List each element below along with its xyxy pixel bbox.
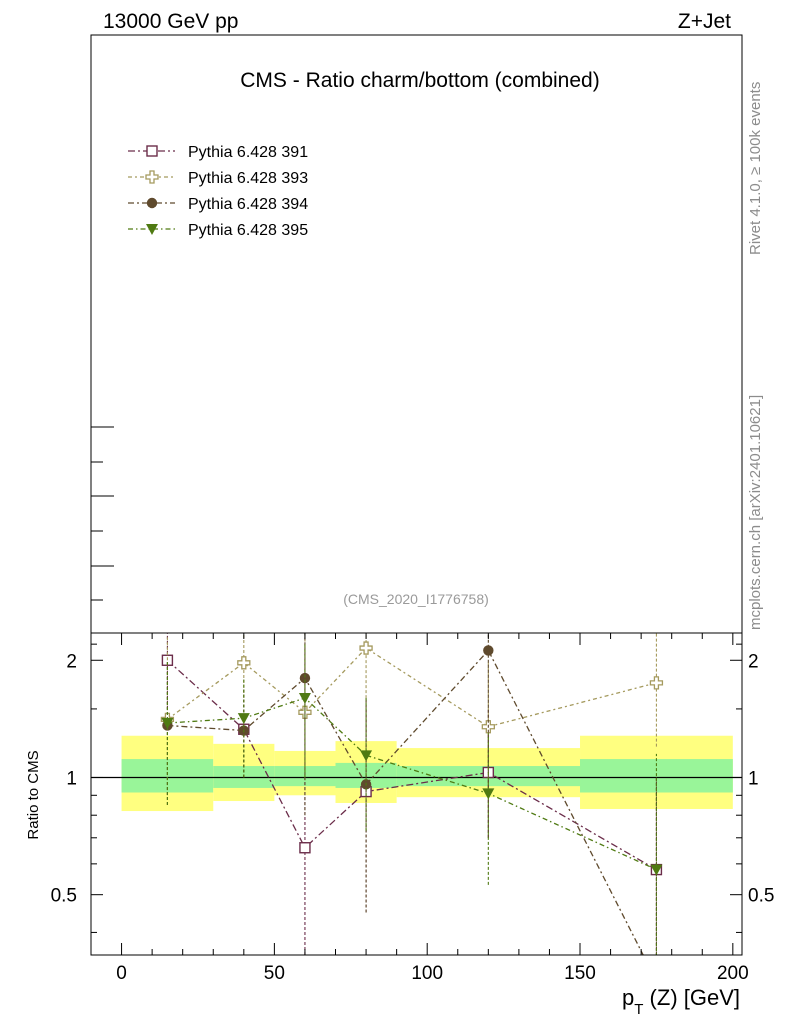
data-point [161, 718, 174, 730]
data-point [360, 750, 373, 762]
mcplots-label: mcplots.cern.ch [arXiv:2401.10621] [747, 395, 764, 630]
legend-item-3: Pythia 6.428 394 [128, 196, 308, 213]
header-energy-label: 13000 GeV pp [103, 10, 238, 33]
series-line [166, 659, 657, 871]
main-panel-frame [90, 34, 743, 634]
y-tick-label: 0.5 [51, 886, 77, 907]
legend-marker [146, 197, 158, 209]
series-line [167, 649, 644, 955]
main-panel-ticks [91, 34, 742, 601]
legend-marker [146, 224, 158, 235]
chart-title: CMS - Ratio charm/bottom (combined) [240, 69, 599, 92]
x-tick-label: 200 [717, 963, 749, 984]
data-point [359, 641, 373, 655]
legend-label: Pythia 6.428 395 [188, 222, 308, 239]
y-tick-label-right: 2 [748, 651, 759, 672]
header-process-label: Z+Jet [678, 10, 731, 33]
x-tick-label: 100 [411, 963, 443, 984]
legend: Pythia 6.428 391 Pythia 6.428 393 Pythia 6… [128, 144, 308, 239]
data-point [483, 645, 494, 656]
data-point [299, 672, 311, 684]
x-tick-label: 0 [116, 963, 127, 984]
x-tick-label: 50 [264, 963, 285, 984]
y-tick-label-right: 1 [748, 768, 759, 789]
y-tick-label-right: 0.5 [748, 886, 774, 907]
data-point [298, 693, 311, 705]
analysis-id-watermark: (CMS_2020_I1776758) [343, 591, 489, 607]
ratio-bands [121, 735, 733, 812]
legend-item-2: Pythia 6.428 393 [128, 170, 308, 187]
data-point [650, 864, 663, 876]
data-point [299, 842, 311, 854]
legend-label: Pythia 6.428 393 [188, 170, 308, 187]
legend-marker [146, 145, 158, 157]
data-point [237, 656, 251, 670]
x-axis-label: pT (Z) [GeV] [622, 985, 740, 1018]
ratio-axes: 0 50 100 150 200 0.5 0.5 1 1 2 2 [51, 632, 774, 984]
legend-item-4: Pythia 6.428 395 [128, 222, 308, 239]
data-point [649, 676, 664, 690]
data-point [482, 788, 495, 800]
legend-marker [145, 170, 159, 184]
y-tick-label: 2 [66, 651, 77, 672]
legend-label: Pythia 6.428 394 [188, 196, 308, 213]
data-point [237, 713, 250, 725]
series-line [167, 697, 657, 871]
legend-item-1: Pythia 6.428 391 [128, 144, 308, 161]
x-tick-label: 150 [564, 963, 596, 984]
legend-label: Pythia 6.428 391 [188, 144, 308, 161]
y-tick-label: 1 [66, 768, 77, 789]
ratio-panel-frame [90, 632, 743, 956]
y-axis-label: Ratio to CMS [25, 750, 42, 839]
rivet-version-label: Rivet 4.1.0, ≥ 100k events [747, 82, 764, 255]
series-layer [160, 633, 664, 955]
series-line [167, 647, 657, 728]
series-4 [161, 644, 663, 955]
